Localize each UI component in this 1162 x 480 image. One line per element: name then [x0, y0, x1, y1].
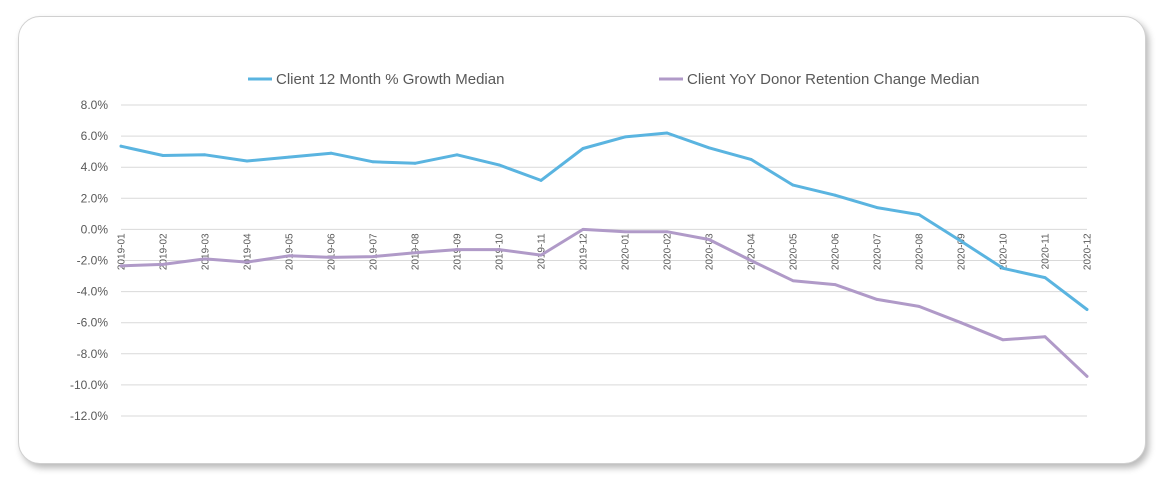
x-tick-label: 2019-06 — [327, 233, 338, 270]
data-point — [959, 239, 963, 243]
data-point — [245, 159, 249, 163]
data-point — [203, 257, 207, 261]
data-point — [371, 160, 375, 164]
data-point — [1043, 335, 1047, 339]
x-tick-label: 2019-05 — [285, 233, 296, 270]
x-tick-label: 2020-11 — [1041, 233, 1052, 269]
x-tick-label: 2020-06 — [831, 233, 842, 270]
data-point — [287, 254, 291, 258]
data-point — [707, 146, 711, 150]
y-tick-label: -8.0% — [77, 347, 109, 361]
data-point — [749, 158, 753, 161]
data-point — [875, 206, 879, 210]
data-point — [161, 262, 165, 266]
data-point — [329, 151, 333, 155]
data-point — [917, 213, 921, 217]
y-tick-label: -6.0% — [77, 316, 109, 330]
data-point — [623, 135, 627, 139]
x-tick-label: 2020-03 — [705, 233, 716, 270]
data-point — [203, 153, 207, 157]
x-tick-label: 2019-04 — [243, 233, 254, 270]
gridlines — [121, 104, 1087, 417]
x-tick-label: 2020-01 — [621, 233, 632, 270]
x-tick-label: 2020-02 — [663, 233, 674, 270]
x-tick-label: 2020-07 — [873, 233, 884, 270]
x-tick-label: 2019-11 — [537, 233, 548, 269]
data-point — [539, 179, 543, 182]
data-point — [371, 255, 375, 259]
series-1 — [119, 227, 1089, 378]
data-point — [833, 193, 837, 197]
series-0 — [119, 131, 1089, 311]
x-tick-label: 2019-12 — [579, 233, 590, 270]
data-point — [1001, 338, 1005, 342]
x-tick-label: 2019-02 — [159, 233, 170, 270]
data-point — [1085, 308, 1089, 311]
legend-label-growth: Client 12 Month % Growth Median — [276, 71, 504, 88]
series-line — [119, 131, 1089, 311]
data-point — [833, 283, 837, 287]
data-point — [581, 147, 585, 150]
x-axis-ticks: 2019-01 2019-02 2019-03 2019-04 2019-05 2019-… — [117, 233, 1094, 270]
y-tick-label: 4.0% — [81, 160, 109, 174]
data-point — [917, 304, 921, 308]
data-point — [455, 248, 459, 252]
y-tick-label: -12.0% — [70, 409, 108, 423]
data-point — [1085, 374, 1089, 378]
chart-series — [119, 131, 1089, 378]
x-tick-label: 2020-08 — [915, 233, 926, 270]
data-point — [119, 264, 123, 268]
legend-item-retention: Client YoY Donor Retention Change Median — [659, 71, 979, 88]
data-point — [791, 183, 795, 187]
y-tick-label: 6.0% — [81, 129, 109, 143]
y-tick-label: -10.0% — [70, 378, 108, 392]
data-point — [749, 259, 753, 262]
x-tick-label: 2019-07 — [369, 233, 380, 270]
data-point — [413, 251, 417, 255]
chart-legend: Client 12 Month % Growth Median Client Y… — [248, 71, 979, 88]
x-tick-label: 2020-10 — [999, 233, 1010, 270]
data-point — [119, 144, 123, 148]
x-tick-label: 2020-05 — [789, 233, 800, 270]
x-tick-label: 2020-09 — [957, 233, 968, 270]
data-point — [413, 161, 417, 165]
data-point — [329, 255, 333, 259]
data-point — [665, 131, 669, 135]
data-point — [875, 297, 879, 301]
data-point — [959, 321, 963, 325]
data-point — [539, 253, 543, 257]
series-line — [119, 227, 1089, 378]
data-point — [623, 230, 627, 234]
x-tick-label: 2019-10 — [495, 233, 506, 270]
x-tick-label: 2020-12 — [1083, 233, 1094, 270]
x-tick-label: 2019-09 — [453, 233, 464, 270]
y-tick-label: 0.0% — [81, 222, 109, 236]
legend-item-growth: Client 12 Month % Growth Median — [248, 71, 504, 88]
data-point — [287, 155, 291, 159]
y-tick-label: 2.0% — [81, 191, 109, 205]
data-point — [791, 279, 795, 283]
x-tick-label: 2020-04 — [747, 233, 758, 270]
data-point — [581, 228, 585, 231]
legend-label-retention: Client YoY Donor Retention Change Median — [687, 71, 979, 88]
data-point — [1001, 266, 1005, 270]
data-point — [707, 238, 711, 241]
y-axis-ticks: 8.0% 6.0% 4.0% 2.0% 0.0% -2.0% -4.0% -6.0% -8.0%… — [70, 98, 108, 423]
x-tick-label: 2019-01 — [117, 233, 128, 270]
y-tick-label: 8.0% — [81, 98, 109, 112]
data-point — [245, 260, 249, 264]
data-point — [1043, 276, 1047, 280]
data-point — [497, 248, 501, 252]
data-point — [455, 153, 459, 157]
data-point — [665, 230, 669, 234]
data-point — [161, 154, 165, 157]
y-tick-label: -4.0% — [77, 285, 109, 299]
data-point — [497, 163, 501, 167]
y-tick-label: -2.0% — [77, 254, 109, 268]
x-tick-label: 2019-03 — [201, 233, 212, 270]
